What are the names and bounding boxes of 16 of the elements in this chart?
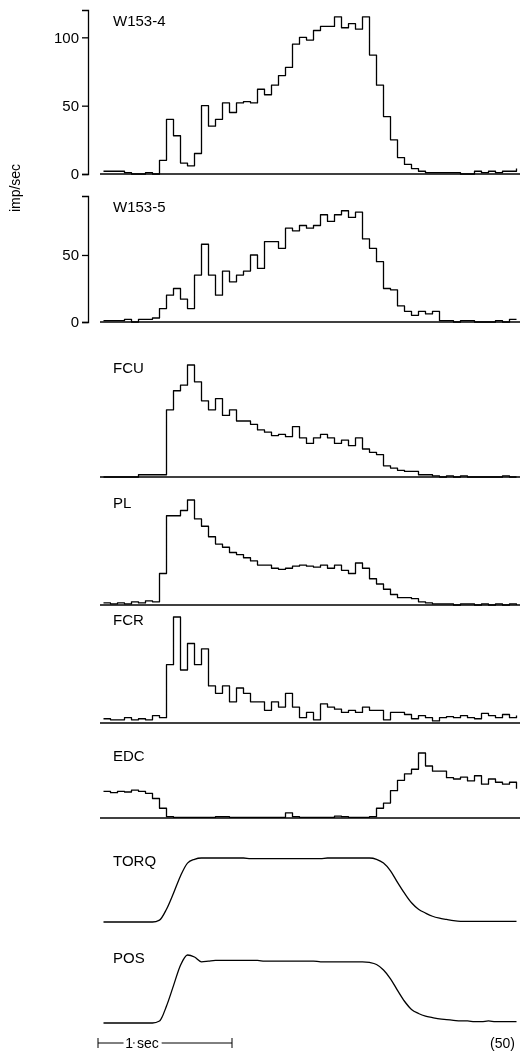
text: (50) xyxy=(490,1035,515,1051)
chart-title: TORQ xyxy=(113,852,157,869)
chart-title: PL xyxy=(113,494,132,511)
chart-title: W153-5 xyxy=(113,198,166,215)
y-tick-label: 50 xyxy=(62,246,79,264)
chart-title: EDC xyxy=(113,747,145,764)
text: 1 sec xyxy=(125,1035,159,1051)
chart-title: FCR xyxy=(113,611,144,628)
y-tick-label: 100 xyxy=(53,28,79,46)
y-tick-label: 0 xyxy=(70,313,79,331)
y-tick-label: 50 xyxy=(62,96,79,114)
chart-title: FCU xyxy=(113,359,144,376)
chart-title: POS xyxy=(113,949,145,966)
chart-title: W153-4 xyxy=(113,12,166,29)
y-axis-title: imp/sec xyxy=(7,163,23,213)
y-tick-label: 0 xyxy=(70,165,79,183)
